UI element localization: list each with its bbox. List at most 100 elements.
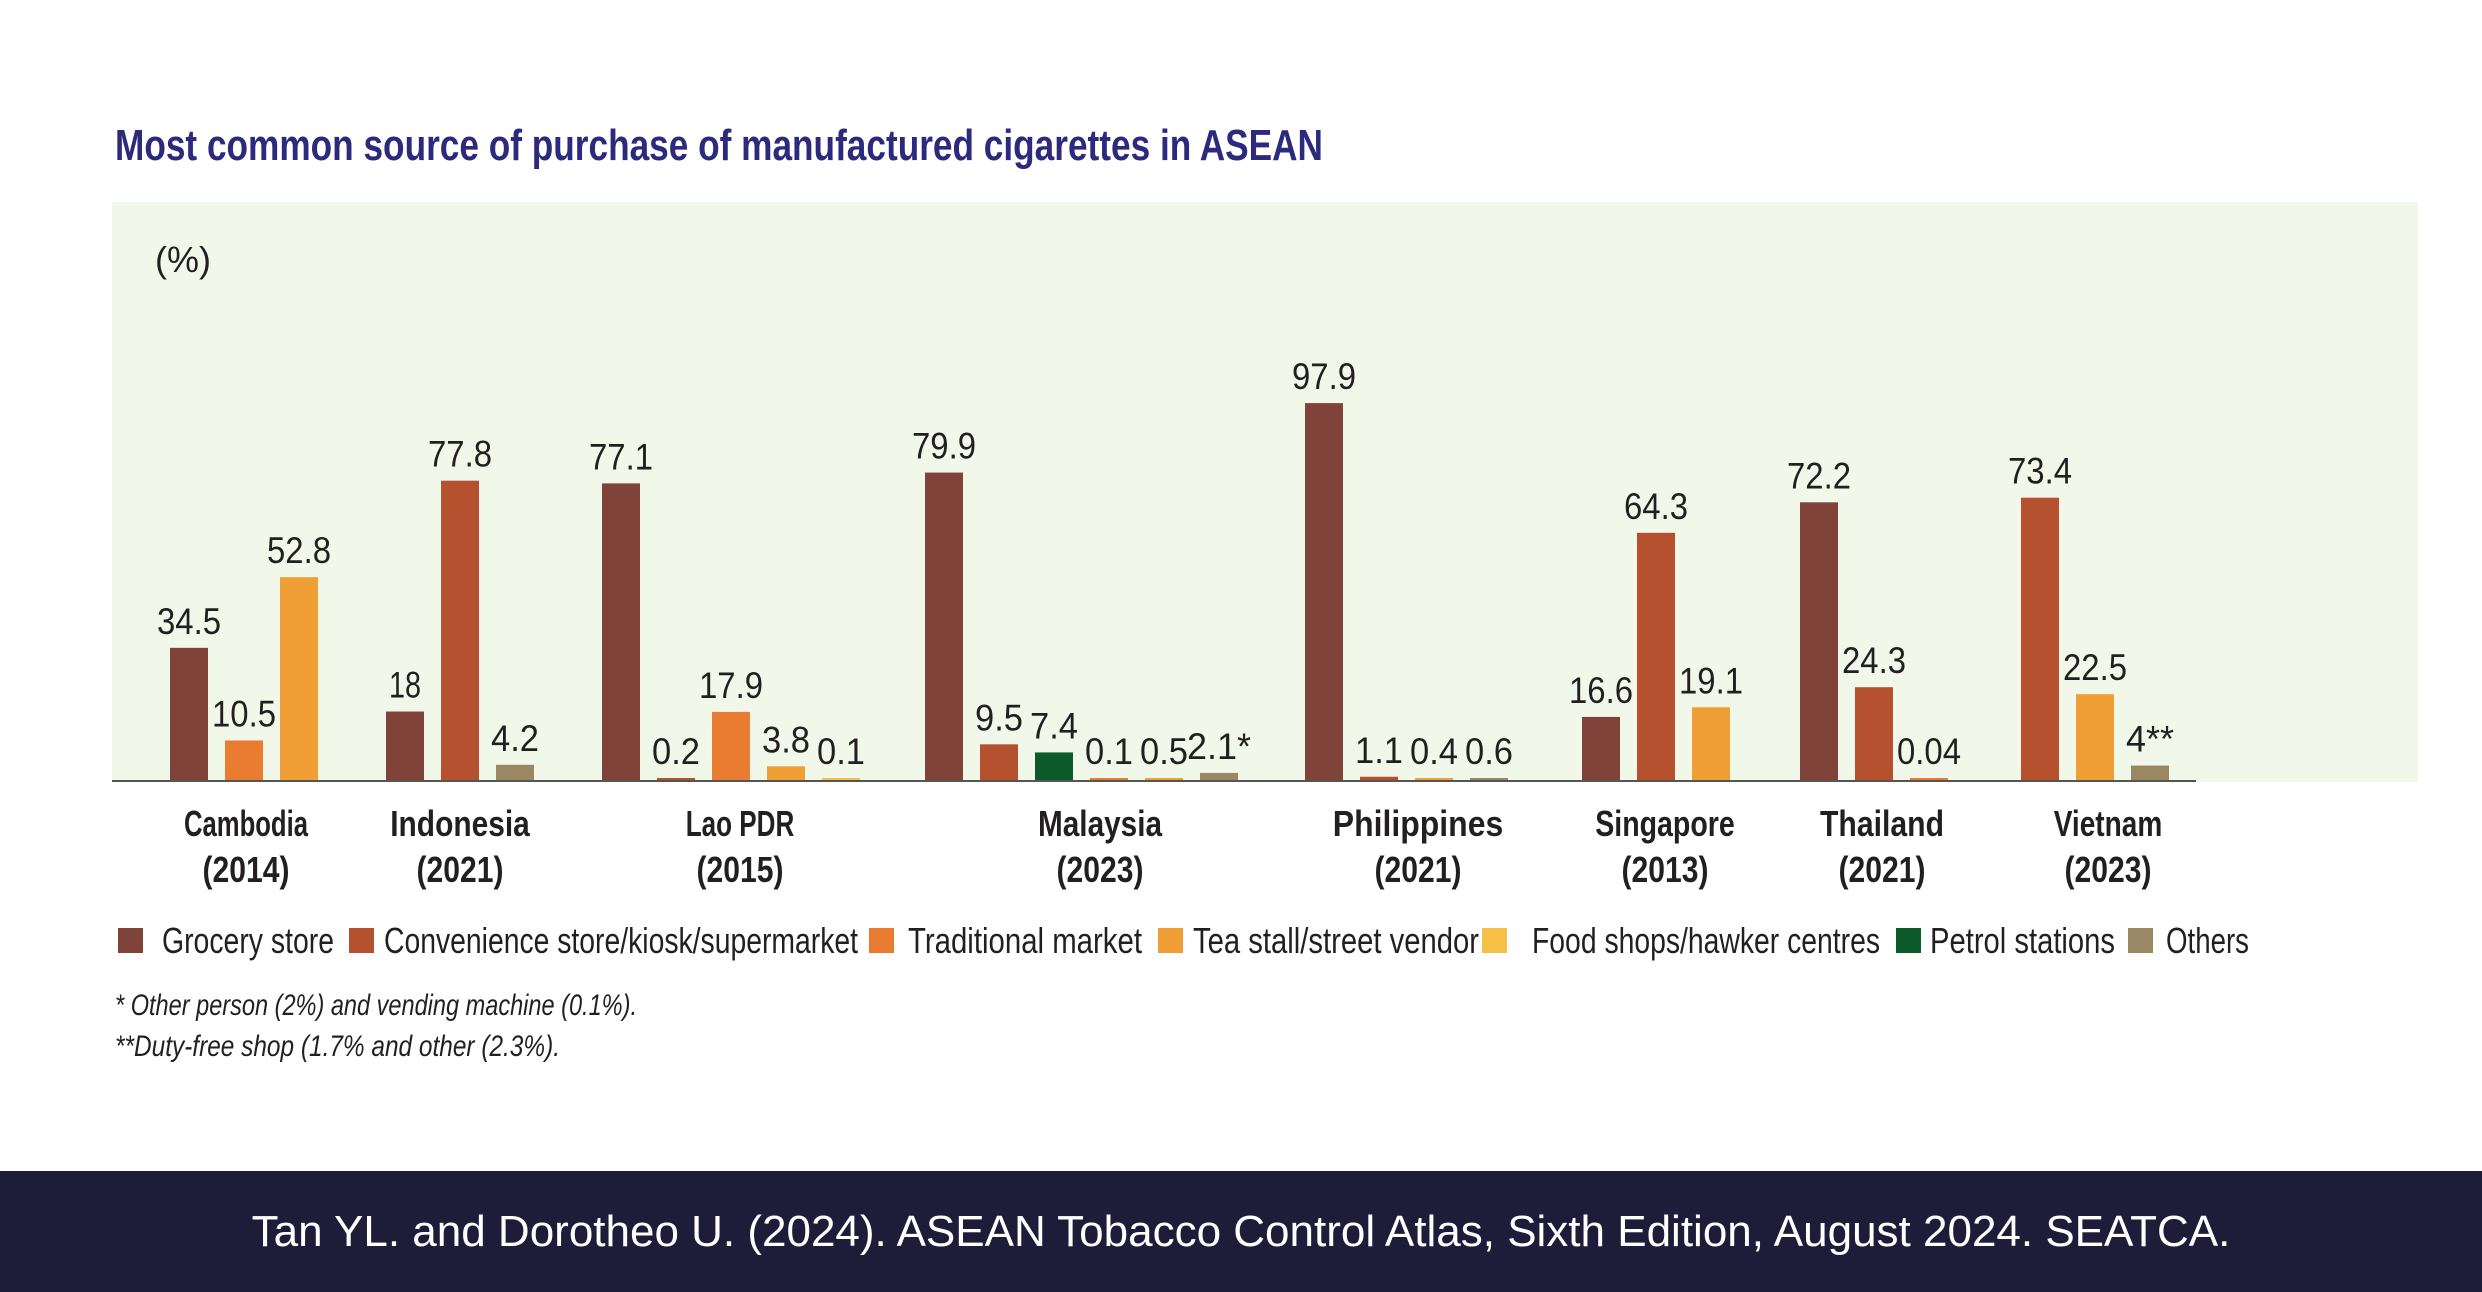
value-label: 73.4 (2008, 451, 2072, 492)
bar (925, 472, 963, 781)
category-year-label: (2021) (417, 849, 504, 890)
bar (1800, 502, 1838, 781)
legend-swatch (1482, 928, 1507, 953)
legend-swatch (1158, 928, 1183, 953)
category-label: Lao PDR (686, 803, 795, 844)
value-label: 34.5 (157, 601, 221, 642)
value-label: 77.1 (589, 436, 653, 477)
legend-label: Others (2166, 920, 2249, 961)
bar (657, 778, 695, 781)
chart: Most common source of purchase of manufa… (112, 121, 2418, 1063)
category-year-label: (2013) (1622, 849, 1709, 890)
value-label: 24.3 (1842, 640, 1906, 681)
value-label: 17.9 (699, 665, 763, 706)
value-label: 4.2 (491, 718, 539, 759)
bar (1415, 778, 1453, 781)
y-axis-unit-label: (%) (155, 239, 211, 280)
category-label: Thailand (1820, 803, 1944, 844)
bar (170, 647, 208, 781)
bar (1470, 778, 1508, 781)
bar (1582, 716, 1620, 781)
bar (1145, 778, 1183, 781)
category-label: Philippines (1333, 803, 1504, 844)
value-label: 72.2 (1787, 455, 1851, 496)
legend-label: Food shops/hawker centres (1532, 920, 1880, 961)
bar (980, 744, 1018, 781)
value-label: 0.1 (1085, 731, 1133, 772)
legend-label: Petrol stations (1930, 920, 2115, 961)
bar (225, 740, 263, 781)
value-label: 52.8 (267, 530, 331, 571)
bar (1035, 752, 1073, 781)
bar (1305, 403, 1343, 781)
category-year-label: (2014) (203, 849, 290, 890)
bar (2021, 497, 2059, 781)
bar-group (170, 403, 2169, 781)
category-year-label: (2015) (697, 849, 784, 890)
bar (280, 577, 318, 781)
source-citation: Tan YL. and Dorotheo U. (2024). ASEAN To… (251, 1206, 2231, 1256)
source-footer: Tan YL. and Dorotheo U. (2024). ASEAN To… (0, 1171, 2482, 1292)
category-label: Indonesia (390, 803, 530, 844)
bar (2076, 694, 2114, 781)
bar (1637, 532, 1675, 781)
bar (1090, 778, 1128, 781)
bar (1855, 687, 1893, 781)
value-label: 19.1 (1679, 660, 1743, 701)
category-label: Singapore (1595, 803, 1735, 844)
bar (1200, 772, 1238, 781)
value-label: 64.3 (1624, 486, 1688, 527)
value-label: 16.6 (1569, 670, 1633, 711)
footnote: **Duty-free shop (1.7% and other (2.3%). (115, 1030, 560, 1063)
value-label: 77.8 (428, 434, 492, 475)
bar (767, 766, 805, 781)
legend-label: Tea stall/street vendor (1193, 920, 1479, 961)
bar (496, 764, 534, 781)
value-label: 22.5 (2063, 647, 2127, 688)
value-label: 10.5 (212, 693, 276, 734)
legend-label: Convenience store/kiosk/supermarket (384, 920, 858, 961)
value-label: 0.4 (1410, 731, 1458, 772)
category-label-group: Cambodia (2014) Indonesia (2021) Lao PDR (201… (184, 803, 2162, 890)
value-label: 0.6 (1465, 731, 1513, 772)
value-label: 3.8 (762, 719, 810, 760)
footnote: * Other person (2%) and vending machine … (115, 989, 637, 1022)
legend-swatch (2128, 928, 2153, 953)
bar (822, 778, 860, 781)
value-label: 9.5 (975, 697, 1023, 738)
legend-label: Traditional market (908, 920, 1142, 961)
value-label: 7.4 (1030, 705, 1078, 746)
legend-swatch (349, 928, 374, 953)
value-label: 0.1 (817, 731, 865, 772)
category-year-label: (2021) (1839, 849, 1926, 890)
bar (712, 711, 750, 781)
legend-swatch (1896, 928, 1921, 953)
value-label: 0.04 (1897, 731, 1961, 772)
legend-swatch (118, 928, 143, 953)
category-year-label: (2021) (1375, 849, 1462, 890)
legend-swatch (869, 928, 894, 953)
bar (386, 711, 424, 781)
value-label: 18 (389, 665, 421, 706)
value-label: 4** (2126, 719, 2174, 760)
value-label: 1.1 (1355, 730, 1403, 771)
bar (1692, 707, 1730, 781)
bar (1910, 778, 1948, 781)
value-label: 2.1* (1187, 726, 1251, 767)
bar (441, 480, 479, 781)
category-label: Vietnam (2054, 803, 2163, 844)
value-label: 79.9 (912, 426, 976, 467)
bar (602, 483, 640, 781)
category-label: Cambodia (184, 803, 309, 844)
category-label: Malaysia (1038, 803, 1163, 844)
legend-label: Grocery store (162, 920, 334, 961)
value-label: 0.2 (652, 731, 700, 772)
value-label: 97.9 (1292, 356, 1356, 397)
legend: Grocery store Convenience store/kiosk/sup… (118, 920, 2249, 961)
chart-title: Most common source of purchase of manufa… (115, 121, 1323, 170)
value-label: 0.5 (1140, 731, 1188, 772)
bar (2131, 765, 2169, 781)
bar (1360, 776, 1398, 781)
category-year-label: (2023) (1057, 849, 1144, 890)
